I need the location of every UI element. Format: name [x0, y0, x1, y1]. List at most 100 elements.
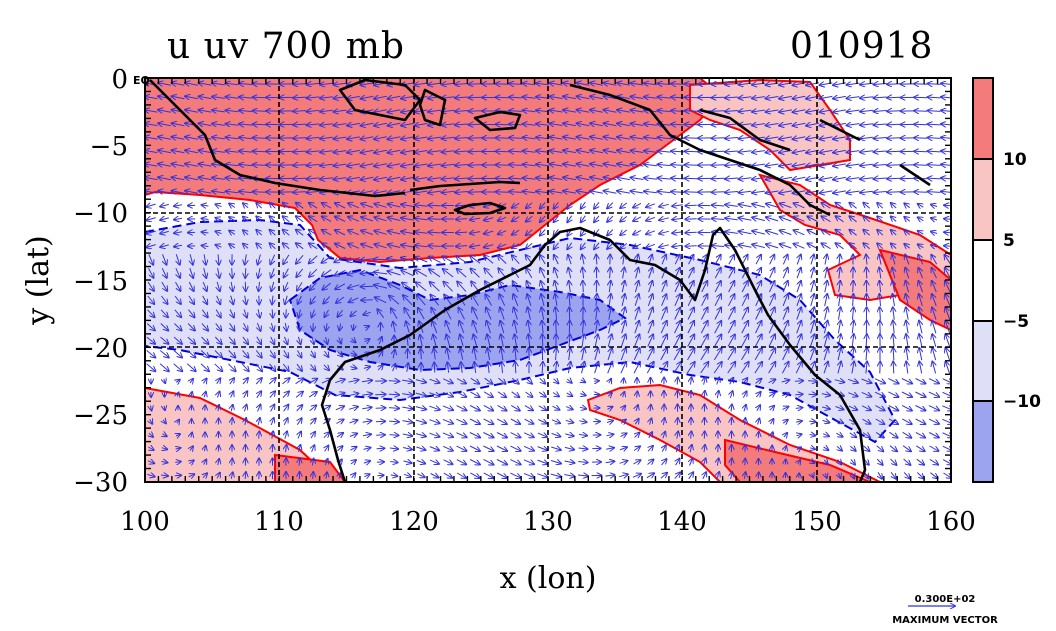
wind-vector [509, 111, 522, 112]
wind-vector [226, 124, 239, 126]
wind-vector [401, 137, 414, 139]
wind-vector [928, 138, 941, 139]
wind-vector [604, 164, 617, 166]
wind-vector [779, 137, 792, 139]
wind-vector [429, 420, 439, 424]
wind-vector [631, 151, 644, 153]
wind-vector [577, 96, 590, 98]
wind-vector [226, 178, 239, 180]
wind-vector [915, 405, 926, 411]
wind-vector [766, 137, 779, 139]
wind-vector [887, 178, 900, 179]
wind-vector [866, 255, 867, 265]
wind-vector [741, 268, 747, 279]
wind-vector [725, 205, 738, 207]
wind-vector [578, 462, 587, 463]
wind-vector [185, 83, 198, 85]
wind-vector [455, 151, 468, 152]
wind-vector [739, 231, 752, 233]
wind-vector [551, 447, 561, 450]
wind-vector [284, 418, 287, 426]
wind-vector [282, 378, 289, 385]
wind-vector [536, 124, 549, 126]
wind-vector [769, 268, 775, 279]
wind-vector [230, 309, 234, 318]
wind-vector [146, 231, 156, 234]
wind-vector [361, 204, 374, 208]
wind-vector [334, 164, 347, 166]
wind-vector [647, 460, 654, 465]
wind-vector [212, 191, 225, 193]
wind-vector [714, 281, 721, 293]
wind-vector [617, 191, 630, 193]
wind-vector [793, 123, 806, 125]
wind-vector [470, 232, 481, 234]
wind-vector [725, 218, 738, 220]
wind-vector [388, 284, 401, 290]
wind-vector [631, 83, 644, 85]
wind-vector [320, 110, 333, 112]
wind-vector [244, 309, 247, 318]
wind-vector [258, 405, 261, 412]
wind-vector [185, 137, 198, 139]
wind-vector [200, 363, 209, 371]
wind-vector [348, 203, 360, 209]
wind-vector [688, 255, 694, 265]
wind-vector [728, 294, 735, 307]
wind-vector [893, 294, 895, 307]
wind-vector [387, 258, 401, 260]
wind-vector [172, 191, 185, 193]
wind-vector [915, 378, 926, 384]
wind-vector [525, 391, 533, 397]
wind-vector [566, 393, 573, 396]
wind-vector [564, 475, 574, 477]
wind-vector [590, 110, 603, 112]
wind-vector [540, 268, 546, 279]
wind-vector [714, 268, 721, 279]
wind-vector [904, 203, 909, 207]
wind-vector [539, 378, 545, 383]
wind-vector [418, 308, 425, 320]
wind-vector [671, 84, 684, 85]
wind-vector [916, 458, 924, 465]
wind-vector [496, 418, 507, 424]
wind-vector [752, 124, 765, 126]
wind-vector [415, 232, 428, 234]
wind-vector [617, 177, 630, 179]
wind-vector [863, 216, 871, 223]
wind-vector [526, 229, 533, 235]
wind-vector [568, 255, 571, 265]
wind-vector [631, 178, 644, 180]
wind-vector [876, 458, 882, 465]
wind-vector [388, 164, 401, 166]
wind-vector [176, 267, 180, 278]
wind-vector [307, 178, 320, 179]
x-tick-label: 160 [926, 507, 976, 537]
wind-vector [674, 281, 680, 293]
wind-vector [932, 268, 937, 279]
wind-vector [631, 191, 644, 193]
wind-vector [428, 164, 441, 166]
wind-vector [739, 137, 752, 138]
wind-vector [284, 281, 288, 291]
wind-vector [526, 215, 533, 221]
wind-vector [622, 307, 625, 320]
wind-vector [888, 378, 898, 384]
wind-vector [174, 295, 181, 304]
wind-vector [469, 405, 480, 411]
wind-vector [145, 96, 158, 98]
wind-vector [402, 407, 412, 409]
plot-title-variable: u uv 700 mb [167, 26, 405, 67]
wind-vector [363, 312, 371, 315]
wind-vector [583, 307, 584, 320]
wind-vector [644, 97, 657, 99]
wind-vector [158, 150, 171, 152]
wind-vector [852, 321, 853, 334]
wind-vector [360, 259, 374, 261]
wind-vector [334, 137, 347, 139]
wind-vector [808, 408, 816, 409]
wind-vector [609, 307, 611, 320]
wind-vector [536, 164, 549, 166]
wind-vector [442, 124, 455, 125]
wind-vector [523, 459, 534, 464]
